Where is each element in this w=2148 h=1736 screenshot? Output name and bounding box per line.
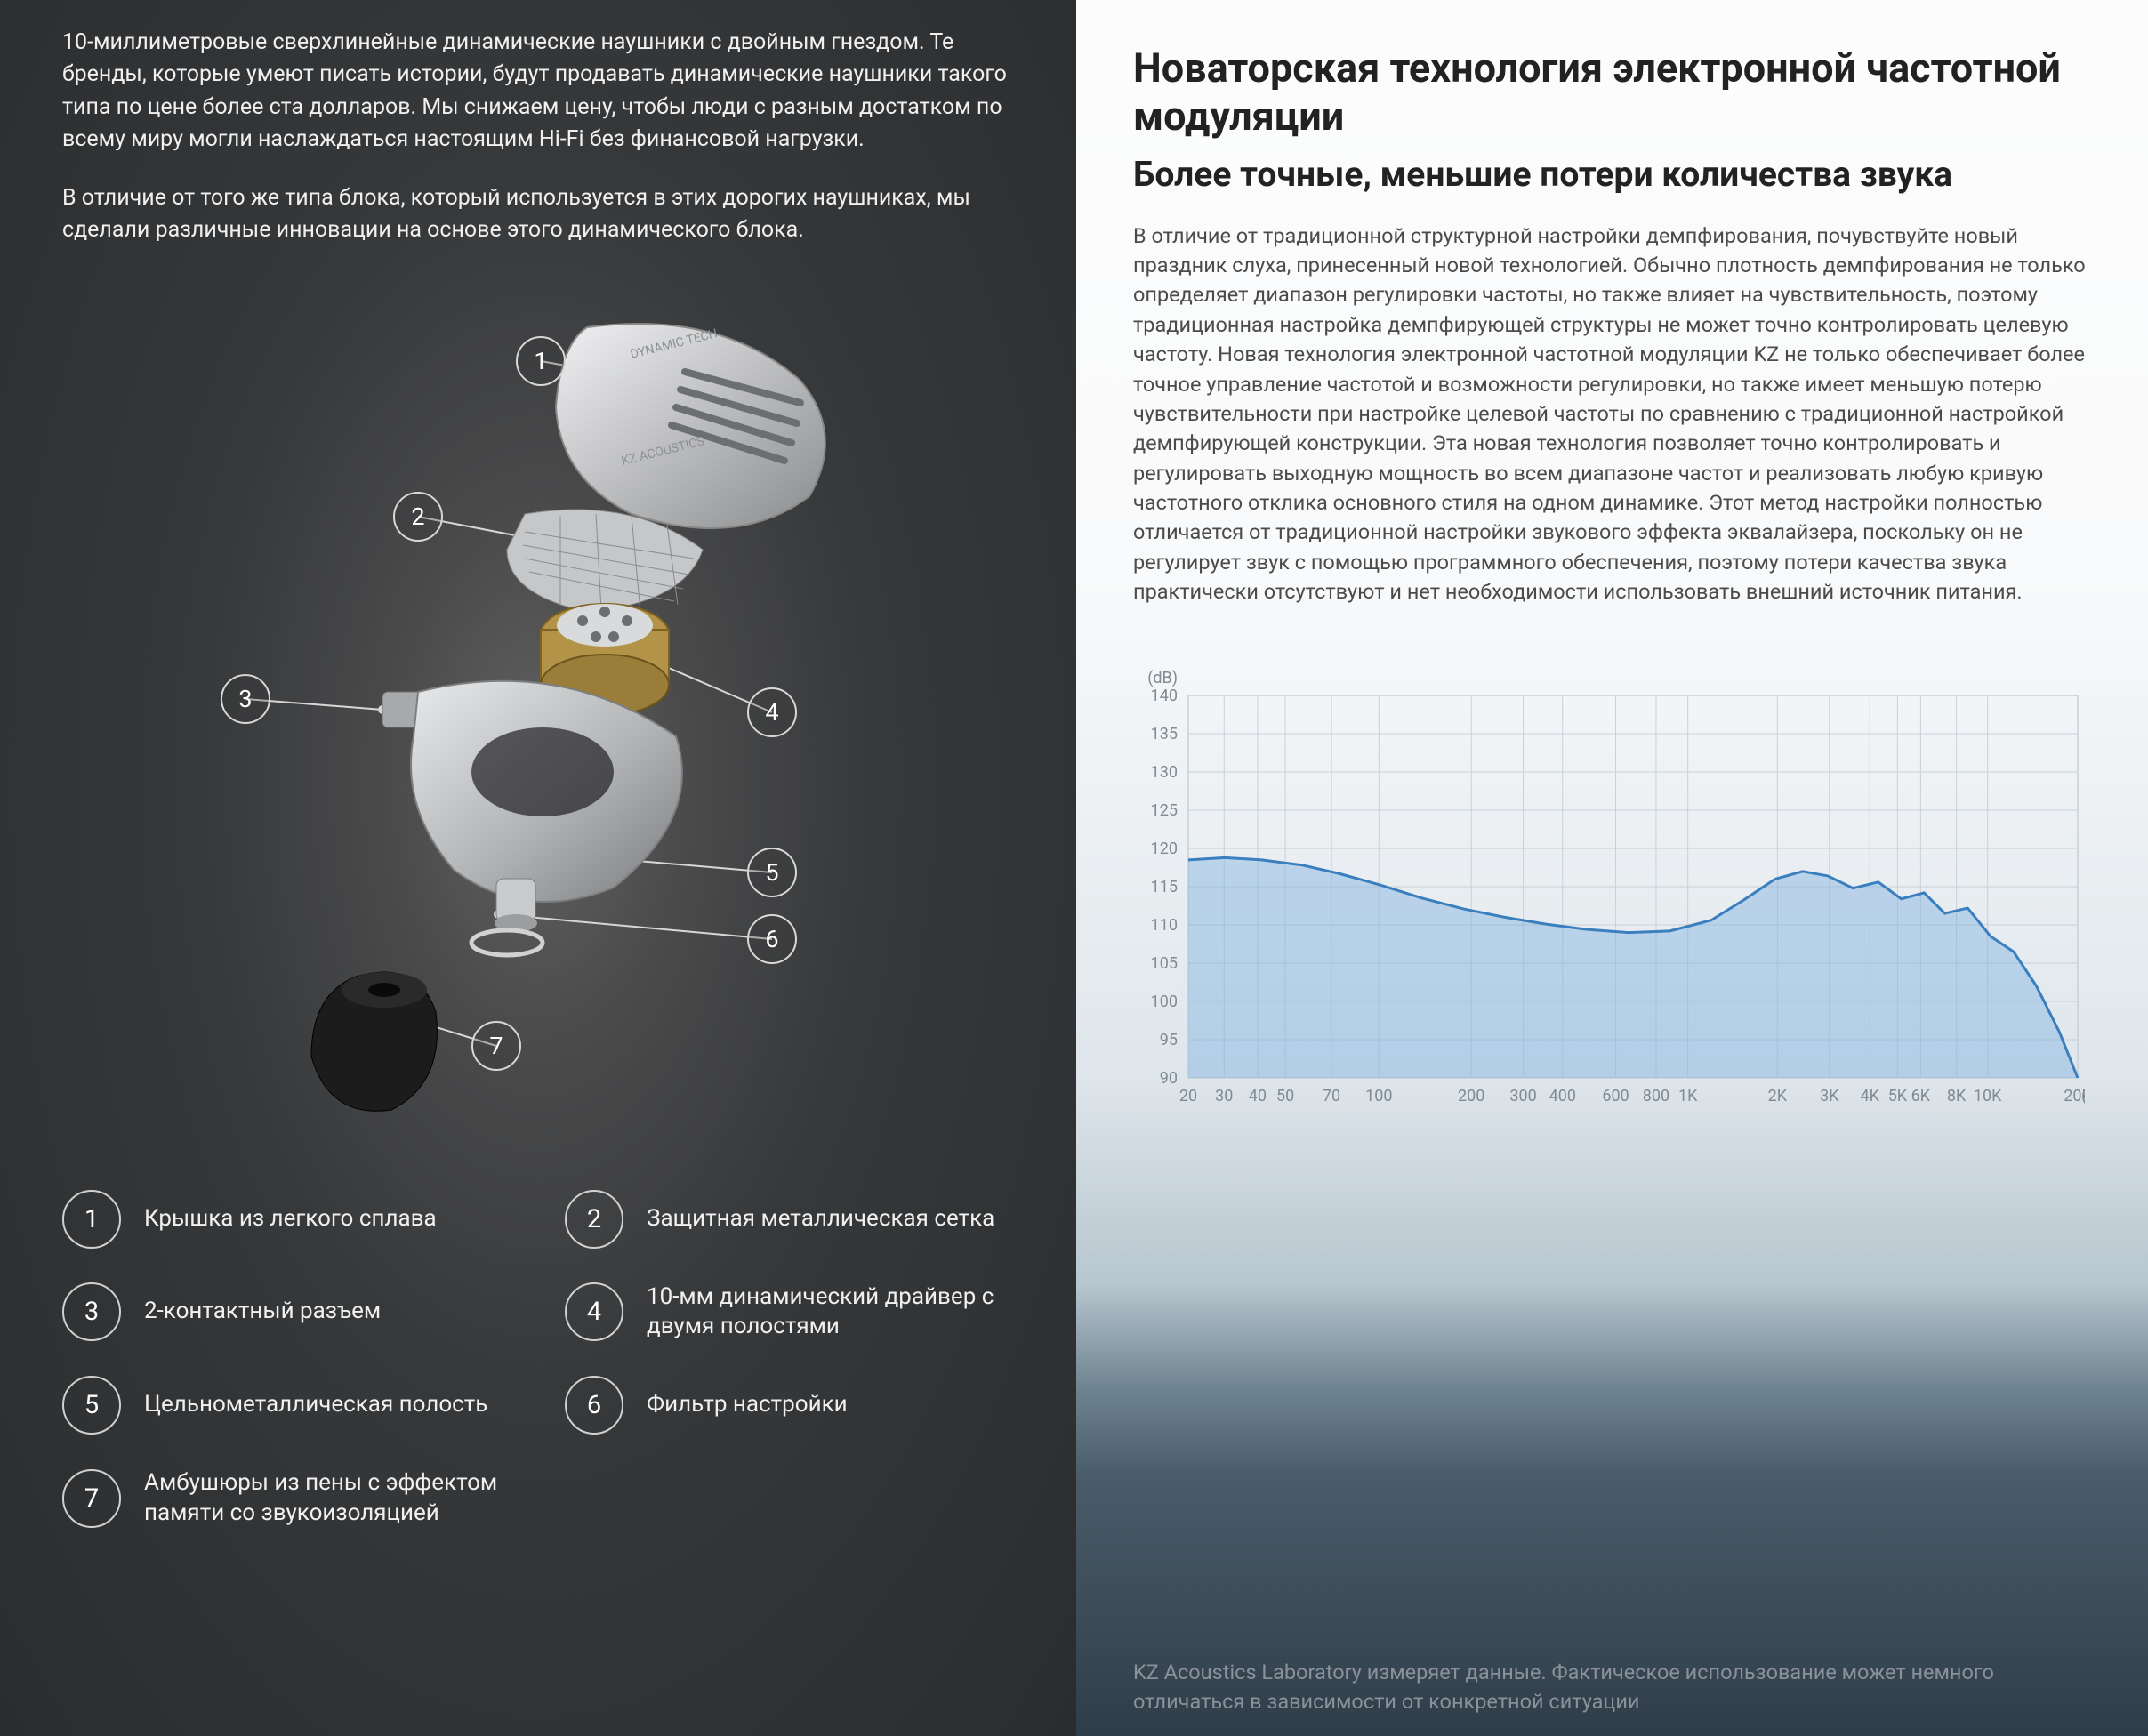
svg-text:3K: 3K [1820,1087,1839,1105]
legend-label-5: Цельнометаллическая полость [144,1390,487,1420]
svg-text:120: 120 [1151,840,1178,858]
legend-label-2: Защитная металлическая сетка [647,1204,994,1234]
legend-item-5: 5 Цельнометаллическая полость [62,1376,511,1435]
svg-text:110: 110 [1151,916,1178,935]
svg-text:4K: 4K [1861,1087,1880,1105]
part-cavity [411,680,682,931]
callout-1: 1 [516,336,566,386]
svg-text:115: 115 [1151,878,1178,896]
legend-number-4: 4 [565,1282,623,1341]
legend-item-7: 7 Амбушюры из пены с эффектом памяти со з… [62,1468,511,1529]
legend-number-6: 6 [565,1376,623,1435]
legend-number-3: 3 [62,1282,121,1341]
exploded-diagram: DYNAMIC TECH KZ ACOUSTICS [62,274,1014,1163]
exploded-svg: DYNAMIC TECH KZ ACOUSTICS [62,274,1014,1163]
footer-note: KZ Acoustics Laboratory измеряет данные.… [1133,1658,2091,1716]
legend-item-4: 4 10-мм динамический драйвер с двумя поло… [565,1282,1014,1343]
svg-text:135: 135 [1151,725,1178,743]
svg-text:140: 140 [1151,687,1178,705]
legend-label-7: Амбушюры из пены с эффектом памяти со зв… [144,1468,500,1529]
svg-text:300: 300 [1509,1087,1536,1105]
svg-text:(HZ): (HZ) [2081,1087,2085,1105]
intro-paragraph-1: 10-миллиметровые сверхлинейные динамичес… [62,27,1014,156]
svg-text:5K: 5K [1888,1087,1908,1105]
callout-4: 4 [747,687,797,737]
svg-text:20: 20 [1179,1087,1197,1105]
callout-3: 3 [221,674,270,724]
svg-text:6K: 6K [1911,1087,1931,1105]
legend-label-4: 10-мм динамический драйвер с двумя полос… [647,1282,1002,1343]
svg-text:70: 70 [1323,1087,1340,1105]
legend-item-2: 2 Защитная металлическая сетка [565,1190,1014,1249]
right-title: Новаторская технология электронной часто… [1133,44,2091,141]
svg-text:8K: 8K [1947,1087,1967,1105]
svg-text:800: 800 [1643,1087,1669,1105]
legend-number-5: 5 [62,1376,121,1435]
intro-paragraph-2: В отличие от того же типа блока, который… [62,182,1014,247]
left-panel: 10-миллиметровые сверхлинейные динамичес… [0,0,1076,1736]
svg-text:130: 130 [1151,763,1178,782]
svg-text:10K: 10K [1974,1087,2002,1105]
legend-item-6: 6 Фильтр настройки [565,1376,1014,1435]
frequency-chart: 90 95 100 105 110 115 120 125 130 135 140 20 30 40 50 7… [1133,660,2091,1140]
svg-text:95: 95 [1160,1031,1178,1049]
right-body: В отличие от традиционной структурной на… [1133,221,2091,607]
svg-text:125: 125 [1151,801,1178,820]
right-panel: Новаторская технология электронной часто… [1076,0,2148,1736]
legend-grid: 1 Крышка из легкого сплава 2 Защитная метал… [62,1190,1014,1529]
svg-text:50: 50 [1276,1087,1294,1105]
svg-text:100: 100 [1151,993,1178,1011]
legend-item-3: 3 2-контактный разъем [62,1282,511,1343]
callout-5: 5 [747,848,797,897]
legend-number-2: 2 [565,1190,623,1249]
intro-text-block: 10-миллиметровые сверхлинейные динамичес… [62,27,1014,247]
callout-7: 7 [471,1021,521,1071]
svg-text:90: 90 [1160,1069,1178,1088]
svg-text:1K: 1K [1678,1087,1698,1105]
callout-6: 6 [747,914,797,964]
callout-2: 2 [393,492,443,542]
right-subtitle: Более точные, меньшие потери количества … [1133,153,2091,197]
svg-text:400: 400 [1549,1087,1576,1105]
legend-number-7: 7 [62,1469,121,1528]
part-filter [471,930,543,955]
svg-text:100: 100 [1365,1087,1392,1105]
chart-svg: 90 95 100 105 110 115 120 125 130 135 140 20 30 40 50 7… [1133,660,2085,1140]
svg-text:30: 30 [1215,1087,1233,1105]
legend-label-6: Фильтр настройки [647,1390,848,1420]
svg-text:600: 600 [1602,1087,1629,1105]
legend-label-3: 2-контактный разъем [144,1297,381,1327]
svg-text:40: 40 [1249,1087,1267,1105]
svg-text:(dB): (dB) [1147,669,1178,687]
part-foam-tip [311,972,437,1111]
legend-number-1: 1 [62,1190,121,1249]
svg-text:105: 105 [1151,954,1178,973]
part-faceplate: DYNAMIC TECH KZ ACOUSTICS [556,324,825,528]
svg-text:2K: 2K [1768,1087,1788,1105]
legend-item-1: 1 Крышка из легкого сплава [62,1190,511,1249]
svg-text:200: 200 [1458,1087,1484,1105]
legend-label-1: Крышка из легкого сплава [144,1204,437,1234]
